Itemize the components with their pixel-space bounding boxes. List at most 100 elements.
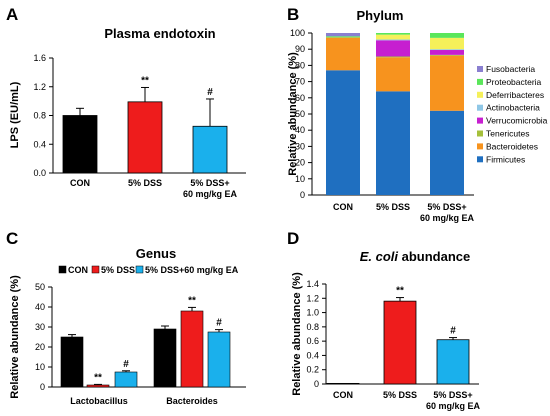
panel-d-category-label: CON (333, 390, 353, 400)
panel-a-y-tick-label: 0.0 (33, 168, 46, 178)
panel-c-bar (207, 331, 231, 388)
panel-c-legend-label: CON (68, 265, 88, 275)
panel-b-legend-swatch (477, 117, 483, 124)
panel-a-category-label: 5% DSS (128, 178, 162, 188)
panel-c-annotation: ** (188, 295, 196, 306)
panel-c-category-label: Lactobacillus (70, 396, 128, 406)
panel-d-annotation: ** (396, 286, 404, 297)
panel-b-ylabel: Relative abundance (%) (287, 52, 299, 176)
panel-a-bar (127, 101, 163, 174)
panel-a-category-label: CON (70, 178, 90, 188)
panel-a-category-label: 5% DSS+ 60 mg/kg EA (183, 178, 238, 199)
panel-b-bar-segment (326, 36, 360, 38)
panel-b-legend-label: Tenericutes (486, 129, 529, 139)
panel-c-title: Genus (136, 246, 176, 261)
panel-b-legend-label: Deferribacteres (486, 90, 544, 100)
panel-letter-d: D (287, 229, 299, 248)
panel-b-bar-segment (376, 91, 410, 195)
panel-c: C Genus 0 10 20 30 40 50 ** # Lactobacillus ** # Bact… (6, 229, 246, 406)
panel-d-y-tick-label: 1.0 (306, 308, 319, 318)
panel-b-bar-segment (430, 54, 464, 56)
panel-letter-c: C (6, 229, 18, 248)
panel-b-y-tick-label: 90 (295, 44, 305, 54)
panel-d-y-tick-label: 0.4 (306, 350, 319, 360)
panel-b-y-tick-label: 50 (295, 109, 305, 119)
panel-a-y-tick-label: 0.8 (33, 111, 46, 121)
panel-b-y-tick-label: 60 (295, 93, 305, 103)
panel-letter-b: B (287, 5, 299, 24)
panel-a-y-tick-label: 0.4 (33, 139, 46, 149)
panel-d-ylabel: Relative abundance (%) (291, 272, 303, 396)
panel-c-bar (114, 371, 138, 388)
panel-b-bar-segment (376, 56, 410, 58)
panel-c-bar (180, 310, 204, 388)
panel-c-y-tick-label: 50 (35, 282, 45, 292)
panel-b-bar-segment (430, 110, 464, 195)
panel-b-y-tick-label: 40 (295, 125, 305, 135)
panel-a-annotation: # (207, 87, 213, 98)
panel-b-legend-label: Proteobacteria (486, 77, 542, 87)
panel-b-bar-segment (376, 40, 410, 57)
panel-c-annotation: # (123, 359, 129, 370)
panel-b-legend-swatch (477, 66, 483, 72)
panel-c-bar (60, 336, 84, 388)
panel-b-legend-label: Verrucomicrobia (486, 116, 548, 126)
panel-b: B Phylum 0 10 20 30 40 50 60 70 80 90 100 CON 5% DSS 5%… (287, 5, 548, 223)
panel-b-legend-swatch (477, 78, 483, 85)
panel-d-bar (436, 339, 470, 385)
panel-d-category-label: 5% DSS (383, 390, 417, 400)
panel-b-bar-segment (326, 37, 360, 38)
panel-letter-a: A (6, 5, 18, 24)
panel-a-bar (62, 115, 98, 174)
panel-c-y-tick-label: 0 (40, 382, 45, 392)
panel-b-bar-segment (430, 50, 464, 55)
panel-c-legend-label: 5% DSS+60 mg/kg EA (145, 265, 239, 275)
panel-a-title: Plasma endotoxin (104, 26, 215, 41)
panel-d-y-tick-label: 1.4 (306, 279, 319, 289)
panel-b-legend-label: Fusobacteria (486, 64, 535, 74)
panel-b-bar-segment (376, 39, 410, 41)
panel-a-bar (192, 125, 228, 174)
panel-b-y-tick-label: 70 (295, 77, 305, 87)
panel-c-legend-swatch (58, 265, 67, 274)
panel-b-y-tick-label: 30 (295, 141, 305, 151)
panel-c-annotation: ** (94, 372, 102, 383)
panel-d-y-tick-label: 0 (314, 379, 319, 389)
panel-c-y-tick-label: 20 (35, 342, 45, 352)
panel-c-legend-label: 5% DSS (101, 265, 135, 275)
panel-b-title: Phylum (357, 8, 404, 23)
panel-d-annotation: # (450, 326, 456, 337)
panel-b-legend-swatch (477, 104, 483, 111)
panel-b-y-tick-label: 20 (295, 158, 305, 168)
panel-b-legend-label: Firmicutes (486, 154, 525, 164)
panel-b-legend-swatch (477, 156, 483, 163)
panel-d-bar (326, 382, 360, 385)
panel-b-bar-segment (430, 33, 464, 38)
panel-b-bar-segment (326, 70, 360, 195)
panel-b-bar-segment (326, 33, 360, 37)
panel-c-legend-swatch (91, 265, 100, 274)
panel-a-y-tick-label: 1.6 (33, 53, 46, 63)
panel-b-y-tick-label: 0 (300, 190, 305, 200)
panel-c-y-tick-label: 30 (35, 322, 45, 332)
panel-c-bar (86, 384, 110, 388)
panel-b-category-label: CON (333, 202, 353, 212)
panel-b-y-tick-label: 10 (295, 174, 305, 184)
panel-b-legend-label: Bacteroidetes (486, 141, 538, 151)
panel-d-y-tick-label: 0.8 (306, 322, 319, 332)
panel-d: D E. coli abundance 0 0.2 0.4 0.6 0.8 1.0 1.2 1.4… (287, 229, 481, 411)
panel-a-ylabel: LPS (EU/mL) (9, 81, 21, 148)
panel-c-bar (153, 328, 177, 388)
panel-c-y-tick-label: 10 (35, 362, 45, 372)
panel-a-annotation: ** (141, 75, 149, 86)
panel-b-bar-segment (430, 55, 464, 111)
panel-b-legend-label: Actinobacteria (486, 103, 540, 113)
panel-b-bar-segment (430, 49, 464, 51)
panel-c-annotation: # (216, 318, 222, 329)
panel-d-title: E. coli abundance (360, 249, 471, 264)
panel-b-bar-segment (376, 34, 410, 40)
panel-b-bar-segment (430, 37, 464, 50)
panel-b-y-tick-label: 80 (295, 60, 305, 70)
panel-c-ylabel: Relative abundance (%) (9, 275, 21, 399)
